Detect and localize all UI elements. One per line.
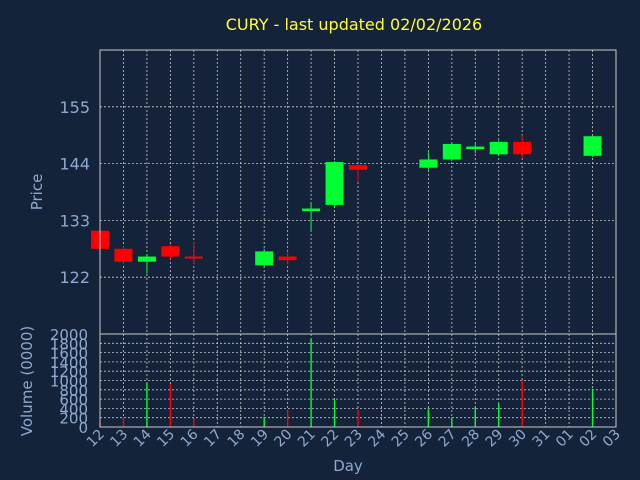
volume-bar bbox=[427, 409, 430, 427]
volume-y-tick-label: 1000 bbox=[50, 373, 88, 391]
volume-bar bbox=[474, 407, 476, 427]
volume-axis-label: Volume (0000) bbox=[18, 326, 36, 436]
candle-body bbox=[466, 146, 485, 150]
volume-bar bbox=[333, 400, 336, 427]
candle-body bbox=[325, 162, 344, 205]
volume-y-tick-label: 800 bbox=[59, 382, 88, 400]
volume-y-tick-label: 1800 bbox=[50, 335, 88, 353]
candle-body bbox=[349, 165, 367, 170]
volume-y-tick-label: 2000 bbox=[50, 326, 88, 344]
candle-body bbox=[442, 143, 461, 160]
candle-body bbox=[114, 248, 133, 262]
price-y-tick-label: 122 bbox=[59, 268, 90, 287]
volume-y-tick-label: 1600 bbox=[50, 345, 88, 363]
candle bbox=[325, 161, 344, 208]
volume-bars bbox=[99, 338, 594, 427]
volume-bar bbox=[310, 338, 312, 427]
candle bbox=[278, 251, 297, 265]
volume-bar bbox=[451, 417, 453, 427]
chart-title: CURY - last updated 02/02/2026 bbox=[226, 15, 482, 34]
volume-bar bbox=[263, 416, 265, 427]
candle bbox=[442, 142, 461, 162]
volume-bar bbox=[357, 410, 359, 427]
candle bbox=[489, 140, 508, 156]
volume-bar bbox=[169, 384, 172, 427]
volume-plot-frame bbox=[99, 333, 617, 428]
volume-y-tick-label: 600 bbox=[59, 391, 88, 409]
candle bbox=[114, 246, 133, 265]
candle bbox=[349, 163, 367, 182]
price-y-tick-label: 155 bbox=[59, 98, 90, 117]
volume-y-tick-label: 0 bbox=[78, 419, 88, 437]
candle bbox=[137, 253, 156, 274]
candle-body bbox=[255, 251, 274, 266]
price-y-tick-label: 144 bbox=[59, 155, 90, 174]
volume-y-tick-label: 1200 bbox=[50, 363, 88, 381]
candle bbox=[466, 142, 485, 154]
candle-body bbox=[161, 246, 180, 257]
volume-bar bbox=[193, 418, 195, 427]
candle-body bbox=[278, 256, 297, 261]
candle bbox=[513, 135, 532, 159]
candle-body bbox=[489, 141, 508, 155]
volume-bar bbox=[521, 380, 523, 427]
candle-body bbox=[137, 256, 156, 262]
volume-y-tick-label: 400 bbox=[59, 400, 88, 418]
volume-bar bbox=[591, 388, 594, 427]
price-axis-label: Price bbox=[28, 174, 46, 211]
volume-y-tick-label: 1400 bbox=[50, 354, 88, 372]
volume-y-tick-label: 200 bbox=[59, 410, 88, 428]
price-y-ticks: 122 133 144 155 bbox=[59, 98, 90, 287]
x-axis-ticks: 12 13 14 15 16 17 18 19 20 21 22 23 24 25 26 27 28 29 30 31… bbox=[84, 426, 624, 450]
candle bbox=[184, 242, 203, 265]
candle-body bbox=[583, 136, 602, 156]
volume-bar bbox=[122, 417, 125, 427]
candle-body bbox=[513, 141, 532, 155]
price-panel: 122 133 144 155 Price bbox=[28, 49, 617, 335]
candle-body bbox=[302, 208, 321, 212]
volume-bar bbox=[146, 382, 148, 427]
candle bbox=[255, 248, 274, 267]
candle bbox=[419, 152, 438, 170]
price-y-tick-label: 133 bbox=[59, 211, 90, 230]
candle bbox=[583, 135, 602, 157]
x-axis-label: Day bbox=[333, 457, 363, 475]
candle bbox=[161, 244, 180, 260]
volume-bar bbox=[498, 403, 500, 427]
candle bbox=[302, 202, 321, 232]
volume-bar bbox=[286, 410, 289, 427]
candle-body bbox=[419, 159, 438, 168]
candle-body bbox=[184, 256, 203, 259]
